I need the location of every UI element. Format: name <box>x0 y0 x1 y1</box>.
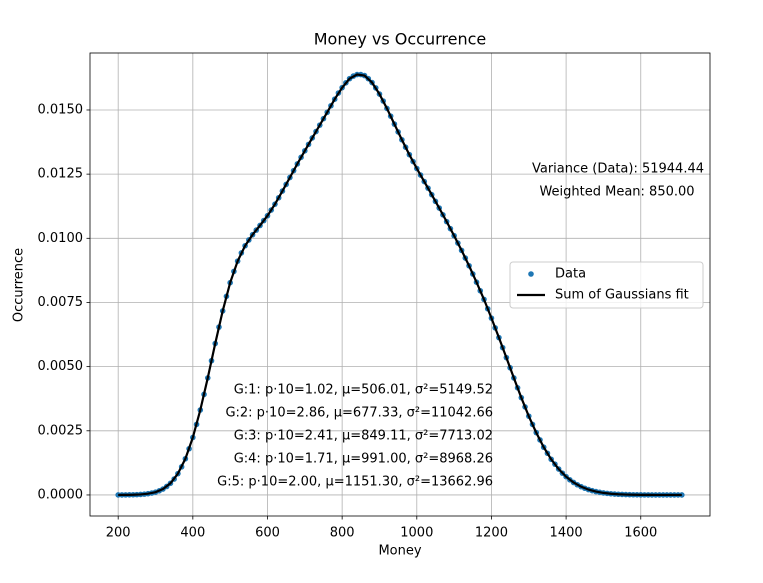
x-tick-label: 1600 <box>624 526 657 541</box>
y-tick-label: 0.0075 <box>38 295 84 310</box>
x-tick-label: 1200 <box>475 526 508 541</box>
chart-title: Money vs Occurrence <box>314 30 487 49</box>
y-tick-label: 0.0100 <box>38 231 84 246</box>
x-tick-label: 200 <box>106 526 131 541</box>
legend-label: Sum of Gaussians fit <box>555 288 689 303</box>
annotation: G:3: p·10=2.41, μ=849.11, σ²=7713.02 <box>234 429 493 444</box>
x-tick-label: 600 <box>255 526 280 541</box>
legend: Data Sum of Gaussians fit <box>509 261 704 309</box>
x-tick-label: 800 <box>330 526 355 541</box>
annotation: G:2: p·10=2.86, μ=677.33, σ²=11042.66 <box>225 406 493 421</box>
y-axis-label: Occurrence <box>12 248 27 322</box>
annotation: G:4: p·10=1.71, μ=991.00, σ²=8968.26 <box>234 452 493 467</box>
x-axis-label: Money <box>378 544 421 559</box>
y-tick-label: 0.0050 <box>38 359 84 374</box>
legend-box <box>509 261 704 309</box>
x-tick-label: 1400 <box>550 526 583 541</box>
y-tick-label: 0.0125 <box>38 167 84 182</box>
x-tick-label: 1000 <box>400 526 433 541</box>
y-tick-label: 0.0150 <box>38 102 84 117</box>
fit-line <box>118 73 682 497</box>
y-tick-label: 0.0025 <box>38 423 84 438</box>
annotation: Variance (Data): 51944.44 <box>532 162 704 177</box>
legend-marker <box>528 271 534 277</box>
annotation: G:5: p·10=2.00, μ=1151.30, σ²=13662.96 <box>217 475 493 490</box>
x-tick-label: 400 <box>180 526 205 541</box>
legend-label: Data <box>555 267 586 282</box>
axes-frame <box>89 52 711 517</box>
annotation: Weighted Mean: 850.00 <box>539 185 694 200</box>
annotation: G:1: p·10=1.02, μ=506.01, σ²=5149.52 <box>234 383 493 398</box>
y-tick-label: 0.0000 <box>38 487 84 502</box>
